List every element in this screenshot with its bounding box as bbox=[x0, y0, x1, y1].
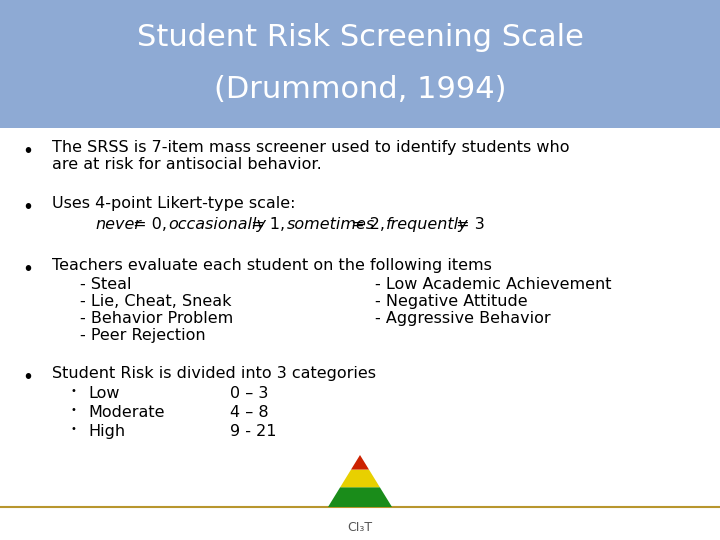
Text: - Lie, Cheat, Sneak: - Lie, Cheat, Sneak bbox=[80, 294, 232, 309]
Text: = 1,: = 1, bbox=[246, 217, 291, 232]
Text: - Negative Attitude: - Negative Attitude bbox=[375, 294, 528, 309]
Polygon shape bbox=[328, 487, 392, 507]
Text: •: • bbox=[22, 368, 33, 387]
Text: 0 – 3: 0 – 3 bbox=[230, 386, 269, 401]
Text: •: • bbox=[22, 142, 33, 161]
Text: High: High bbox=[88, 424, 125, 439]
Text: Student Risk is divided into 3 categories: Student Risk is divided into 3 categorie… bbox=[52, 366, 376, 381]
Text: 4 – 8: 4 – 8 bbox=[230, 405, 269, 420]
Text: are at risk for antisocial behavior.: are at risk for antisocial behavior. bbox=[52, 157, 322, 172]
Text: •: • bbox=[70, 386, 76, 396]
Text: never: never bbox=[95, 217, 141, 232]
Text: occasionally: occasionally bbox=[168, 217, 266, 232]
Text: Uses 4-point Likert-type scale:: Uses 4-point Likert-type scale: bbox=[52, 196, 295, 211]
Text: Moderate: Moderate bbox=[88, 405, 164, 420]
Text: = 0,: = 0, bbox=[127, 217, 171, 232]
Text: - Low Academic Achievement: - Low Academic Achievement bbox=[375, 277, 611, 292]
Text: frequently: frequently bbox=[387, 217, 469, 232]
Text: •: • bbox=[70, 405, 76, 415]
Text: •: • bbox=[22, 260, 33, 279]
Polygon shape bbox=[351, 455, 369, 470]
Text: - Aggressive Behavior: - Aggressive Behavior bbox=[375, 311, 551, 326]
Text: = 2,: = 2, bbox=[346, 217, 390, 232]
Text: - Peer Rejection: - Peer Rejection bbox=[80, 328, 206, 343]
Text: = 3: = 3 bbox=[451, 217, 485, 232]
Text: CI₃T: CI₃T bbox=[348, 521, 372, 534]
Text: Teachers evaluate each student on the following items: Teachers evaluate each student on the fo… bbox=[52, 258, 492, 273]
Text: Low: Low bbox=[88, 386, 120, 401]
Text: 9 - 21: 9 - 21 bbox=[230, 424, 276, 439]
Polygon shape bbox=[340, 470, 380, 487]
Text: (Drummond, 1994): (Drummond, 1994) bbox=[214, 76, 506, 105]
Text: - Behavior Problem: - Behavior Problem bbox=[80, 311, 233, 326]
Text: sometimes: sometimes bbox=[287, 217, 375, 232]
Text: •: • bbox=[22, 198, 33, 217]
Text: The SRSS is 7-item mass screener used to identify students who: The SRSS is 7-item mass screener used to… bbox=[52, 140, 570, 155]
Bar bbox=[0, 0, 720, 128]
Text: Student Risk Screening Scale: Student Risk Screening Scale bbox=[137, 24, 583, 52]
Text: - Steal: - Steal bbox=[80, 277, 132, 292]
Text: •: • bbox=[70, 424, 76, 434]
